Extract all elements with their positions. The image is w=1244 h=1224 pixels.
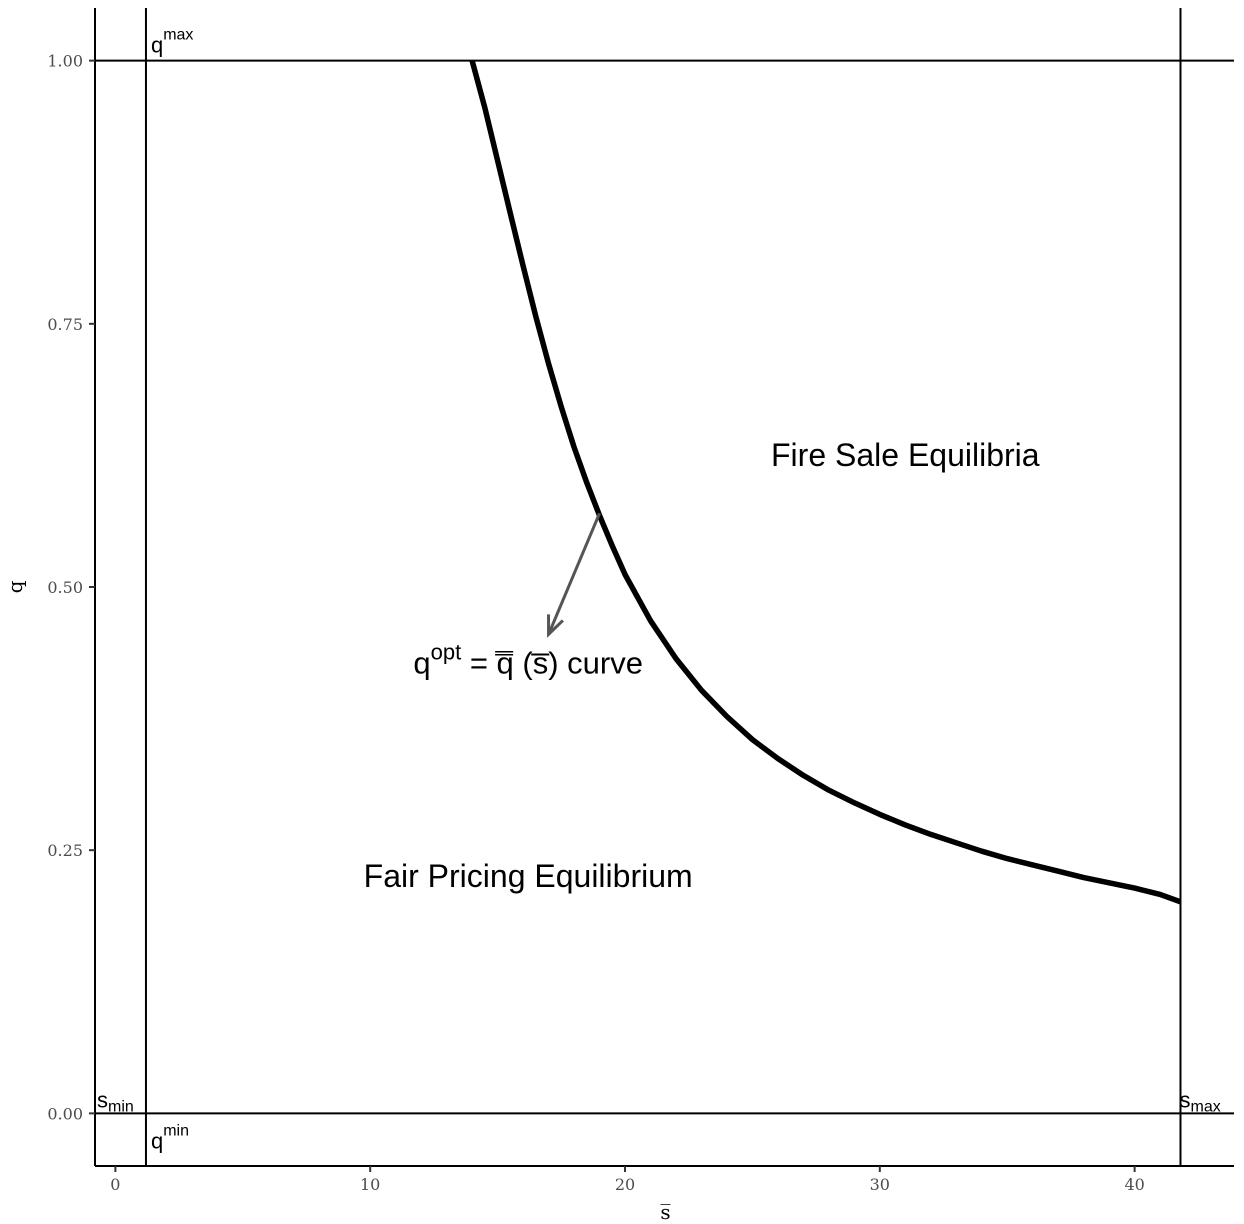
x-tick-label: 20: [615, 1175, 635, 1194]
curve-arrow-head: [547, 614, 564, 638]
curve-layer: [469, 59, 1182, 905]
fire-sale-label: Fire Sale Equilibria: [771, 437, 1040, 473]
y-tick-label: 0.00: [47, 1104, 83, 1123]
qmin-label: qmin: [151, 1122, 189, 1153]
y-tick-label: 0.75: [47, 315, 83, 334]
y-tick-label: 0.50: [47, 578, 83, 597]
y-axis-title: q: [3, 580, 27, 593]
x-axis-title: s̅: [660, 1200, 670, 1224]
fair-pricing-label: Fair Pricing Equilibrium: [364, 858, 693, 894]
smax-label: smax: [1179, 1087, 1220, 1115]
y-tick-label: 1.00: [47, 52, 83, 71]
axes: 0 10 20 30 40 0.00 0.25 0.50 0.75 1.00 s̅ q: [3, 8, 1234, 1224]
x-tick-label: 40: [1124, 1175, 1144, 1194]
y-tick-label: 0.25: [47, 841, 83, 860]
smin-label: smin: [97, 1087, 134, 1115]
curve-label: qopt = q̿ (s̅) curve: [413, 639, 643, 680]
labels: qmax qmin smin smax Fire Sale Equilibria Fair…: [97, 27, 1221, 1154]
x-tick-label: 10: [360, 1175, 380, 1194]
curve-arrow-shaft: [547, 512, 601, 635]
x-tick-label: 30: [870, 1175, 890, 1194]
qmax-label: qmax: [151, 27, 193, 58]
reference-lines: [95, 8, 1234, 1166]
qopt-curve: [469, 59, 1182, 905]
x-tick-label: 0: [110, 1175, 120, 1194]
